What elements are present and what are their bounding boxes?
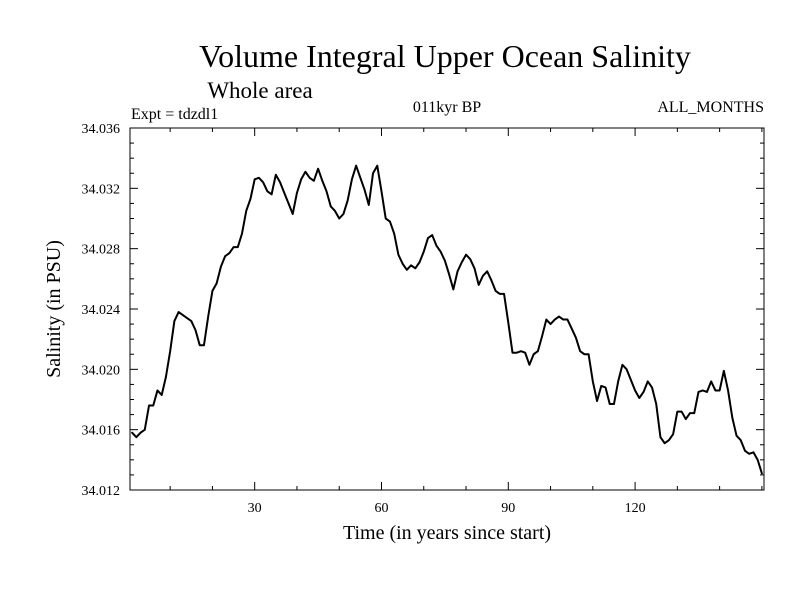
months-annotation: ALL_MONTHS <box>657 99 764 116</box>
experiment-annotation: Expt = tdzdl1 <box>131 106 218 123</box>
time-period-annotation: 011kyr BP <box>413 99 481 116</box>
x-axis-label: Time (in years since start) <box>343 522 551 544</box>
y-tick-label: 34.028 <box>82 243 121 258</box>
x-tick-label: 90 <box>501 501 515 516</box>
y-tick-label: 34.012 <box>82 484 121 499</box>
y-tick-label: 34.020 <box>82 363 121 378</box>
tick-labels: 30 60 90 120 34.012 34.016 34.020 34.024 34.028 3… <box>82 122 646 516</box>
series-layer <box>131 164 763 475</box>
x-tick-label: 120 <box>625 501 646 516</box>
y-tick-label: 34.024 <box>82 303 121 318</box>
y-tick-label: 34.032 <box>82 182 121 197</box>
y-axis-label: Salinity (in PSU) <box>43 240 65 378</box>
plot-frame <box>129 127 765 491</box>
y-tick-label: 34.036 <box>82 122 121 137</box>
x-tick-label: 60 <box>374 501 388 516</box>
x-tick-label: 30 <box>248 501 262 516</box>
chart-subtitle: Whole area <box>207 78 312 103</box>
salinity-series-line <box>131 164 763 475</box>
axis-ticks <box>130 127 764 491</box>
y-tick-label: 34.016 <box>82 424 121 439</box>
chart-title: Volume Integral Upper Ocean Salinity <box>199 38 691 74</box>
